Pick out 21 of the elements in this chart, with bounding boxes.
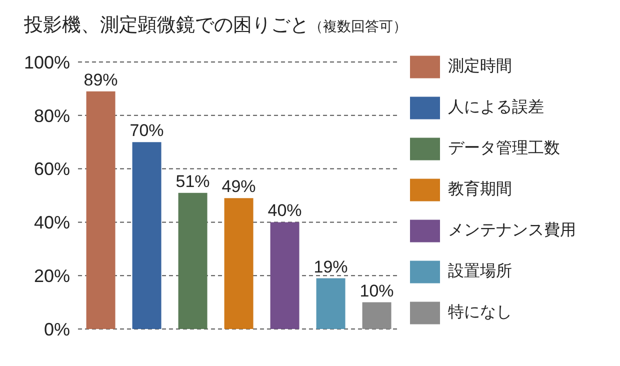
- legend-label: メンテナンス費用: [448, 222, 576, 240]
- legend-label: 測定時間: [448, 58, 512, 76]
- data-label: 51%: [176, 172, 210, 191]
- legend-label: 設置場所: [448, 263, 512, 280]
- data-label: 40%: [268, 201, 302, 220]
- data-label: 70%: [130, 121, 164, 140]
- data-label: 19%: [314, 257, 348, 276]
- legend-label: 特になし: [448, 304, 512, 322]
- data-label: 49%: [222, 177, 256, 196]
- y-tick-label: 20%: [34, 266, 70, 286]
- y-tick-label: 0%: [44, 319, 70, 340]
- legend-label: データ管理工数: [448, 140, 560, 158]
- legend-label: 教育期間: [448, 181, 512, 198]
- y-tick-label: 80%: [34, 106, 70, 126]
- data-label: 10%: [360, 281, 394, 300]
- chart-subtitle: （複数回答可）: [309, 18, 407, 34]
- data-label: 89%: [84, 70, 118, 90]
- y-tick-label: 40%: [34, 212, 70, 233]
- legend-label: 人による誤差: [448, 99, 544, 116]
- y-tick-label: 60%: [34, 159, 70, 180]
- y-tick-label: 100%: [24, 52, 70, 72]
